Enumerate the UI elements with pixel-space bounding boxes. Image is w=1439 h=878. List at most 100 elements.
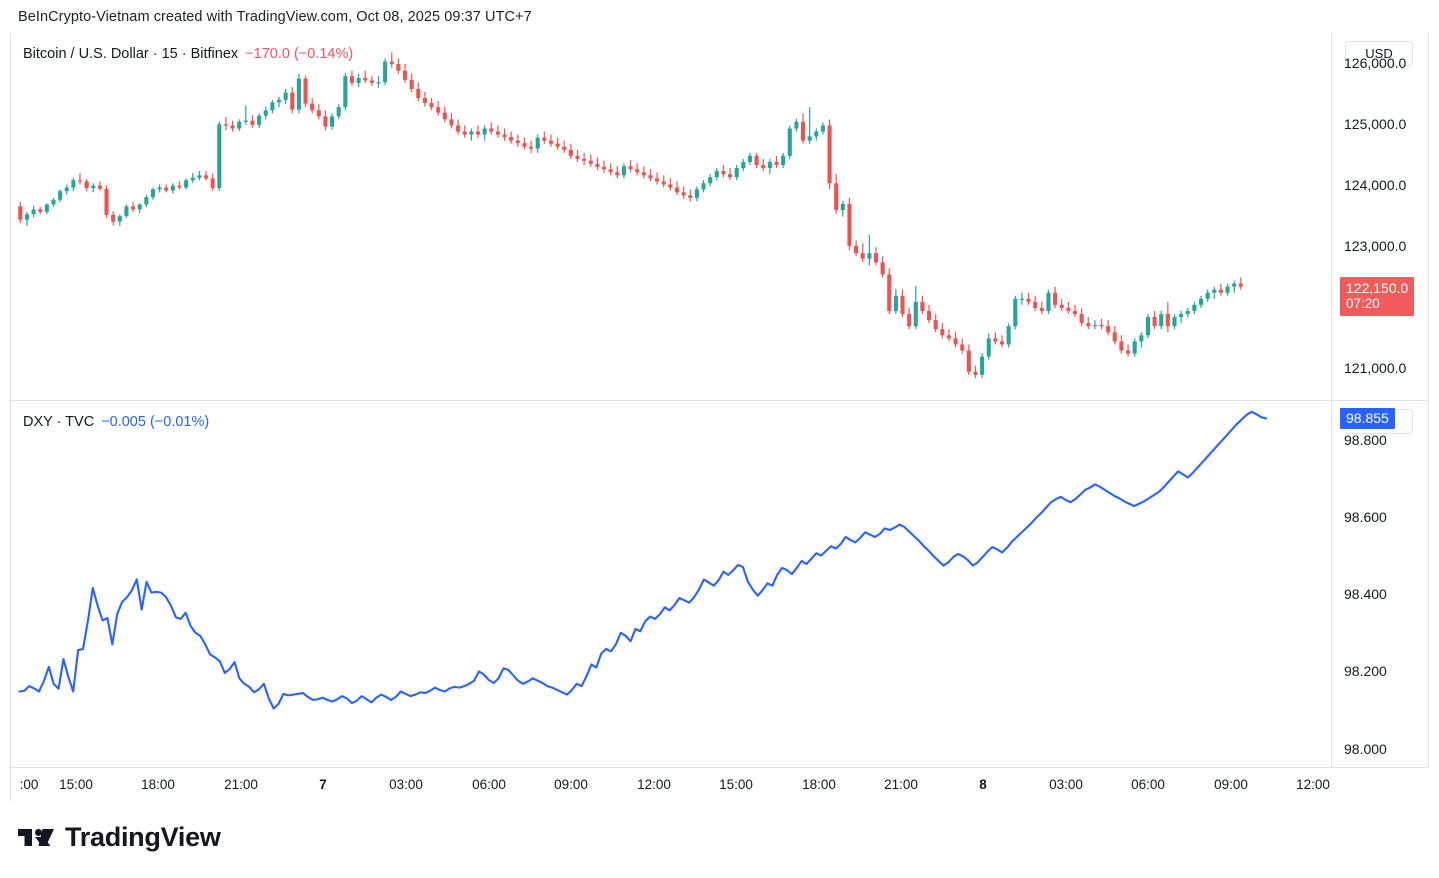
legend-main-title: Bitcoin / U.S. Dollar · 15 · Bitfinex — [23, 46, 239, 62]
candle-body — [993, 338, 998, 342]
candle-body — [250, 120, 255, 125]
pane-main-btcusd — [11, 33, 1429, 401]
candle-body — [18, 206, 23, 220]
candle-wick — [689, 189, 691, 202]
candle-body — [1152, 317, 1157, 327]
candle-body — [1033, 301, 1038, 308]
time-tick: 15:00 — [59, 777, 93, 792]
candle-body — [661, 181, 666, 185]
candle-body — [111, 214, 116, 222]
candle-body — [1039, 307, 1044, 311]
candle-body — [296, 78, 301, 110]
price-tick: 123,000.0 — [1344, 237, 1407, 254]
candle-body — [887, 274, 892, 311]
candle-body — [1126, 350, 1131, 354]
candle-body — [674, 187, 680, 193]
chart-right-border — [1428, 33, 1429, 768]
candle-body — [117, 216, 122, 222]
candle-wick — [1100, 318, 1103, 330]
tradingview-logo-icon — [18, 829, 54, 846]
candle-body — [84, 181, 89, 189]
candle-wick — [729, 168, 731, 181]
candle-body — [1172, 317, 1177, 327]
candle-body — [276, 99, 282, 103]
candle-body — [396, 64, 401, 71]
candle-body — [290, 92, 295, 110]
last-price-badge-second[interactable]: 98.855 — [1340, 408, 1395, 430]
candle-body — [257, 115, 262, 125]
last-price-badge-main[interactable]: 122,150.0 07:20 — [1340, 276, 1415, 316]
candle-body — [184, 180, 189, 188]
candle-wick — [809, 107, 811, 144]
legend-second-title: DXY · TVC — [23, 414, 95, 430]
candle-body — [330, 116, 335, 127]
price-axis-main: USD 126,000.0 125,000.0 124,000.0 123,000.0… — [1332, 33, 1428, 401]
candle-body — [1185, 310, 1190, 315]
candle-body — [429, 102, 434, 108]
currency-chip-main[interactable]: USD — [1345, 41, 1413, 66]
candle-body — [502, 134, 507, 138]
candle-body — [834, 183, 839, 210]
candle-body — [794, 121, 799, 129]
price-tick: 126,000.0 — [1344, 55, 1407, 72]
price-tick: 121,000.0 — [1344, 359, 1407, 376]
candle-body — [77, 180, 83, 182]
candle-body — [515, 140, 520, 144]
time-tick: 18:00 — [802, 777, 836, 792]
candle-body — [1086, 323, 1091, 327]
candle-body — [383, 61, 388, 83]
candle-body — [71, 180, 76, 188]
candle-body — [761, 164, 766, 169]
candle-body — [131, 206, 136, 210]
candle-body — [920, 301, 925, 311]
candle-body — [668, 184, 673, 188]
candle-body — [747, 155, 753, 162]
candle-body — [449, 119, 454, 126]
candle-body — [767, 161, 772, 169]
time-tick: 21:00 — [884, 777, 918, 792]
candle-body — [907, 314, 912, 327]
candle-body — [316, 110, 321, 117]
candle-body — [349, 76, 355, 83]
candle-body — [409, 79, 414, 89]
candle-wick — [530, 140, 532, 153]
candle-body — [800, 121, 806, 141]
candle-body — [873, 253, 879, 263]
time-tick: 03:00 — [389, 777, 423, 792]
candle-wick — [364, 70, 366, 83]
candle-body — [601, 166, 607, 170]
candle-body — [522, 143, 527, 147]
candle-body — [1092, 324, 1097, 327]
candle-wick — [391, 52, 393, 68]
candle-body — [170, 185, 175, 191]
dxy-line-series — [18, 410, 1268, 710]
candle-body — [1099, 324, 1104, 327]
candle-body — [728, 174, 733, 178]
candle-wick — [470, 128, 472, 141]
candle-body — [840, 203, 845, 210]
candle-body — [462, 131, 467, 135]
candle-body — [389, 61, 394, 65]
candle-body — [1218, 289, 1223, 293]
candle-body — [940, 329, 945, 336]
candle-body — [814, 131, 819, 137]
candle-body — [310, 103, 315, 111]
candle-body — [1132, 341, 1137, 354]
candle-body — [1192, 304, 1197, 311]
candle-body — [1072, 310, 1078, 315]
candle-wick — [1094, 320, 1096, 330]
candle-body — [529, 146, 534, 149]
time-tick: 06:00 — [472, 777, 506, 792]
candle-body — [960, 344, 965, 351]
candle-body — [933, 320, 938, 330]
time-tick: 09:00 — [1214, 777, 1248, 792]
candle-wick — [377, 76, 380, 88]
candle-body — [774, 161, 779, 165]
candle-body — [1053, 292, 1058, 305]
candle-body — [24, 214, 29, 220]
legend-main: Bitcoin / U.S. Dollar · 15 · Bitfinex −17… — [23, 46, 353, 63]
candle-body — [237, 121, 242, 129]
candle-wick — [683, 186, 685, 199]
candle-body — [555, 143, 560, 147]
time-tick: 21:00 — [224, 777, 258, 792]
